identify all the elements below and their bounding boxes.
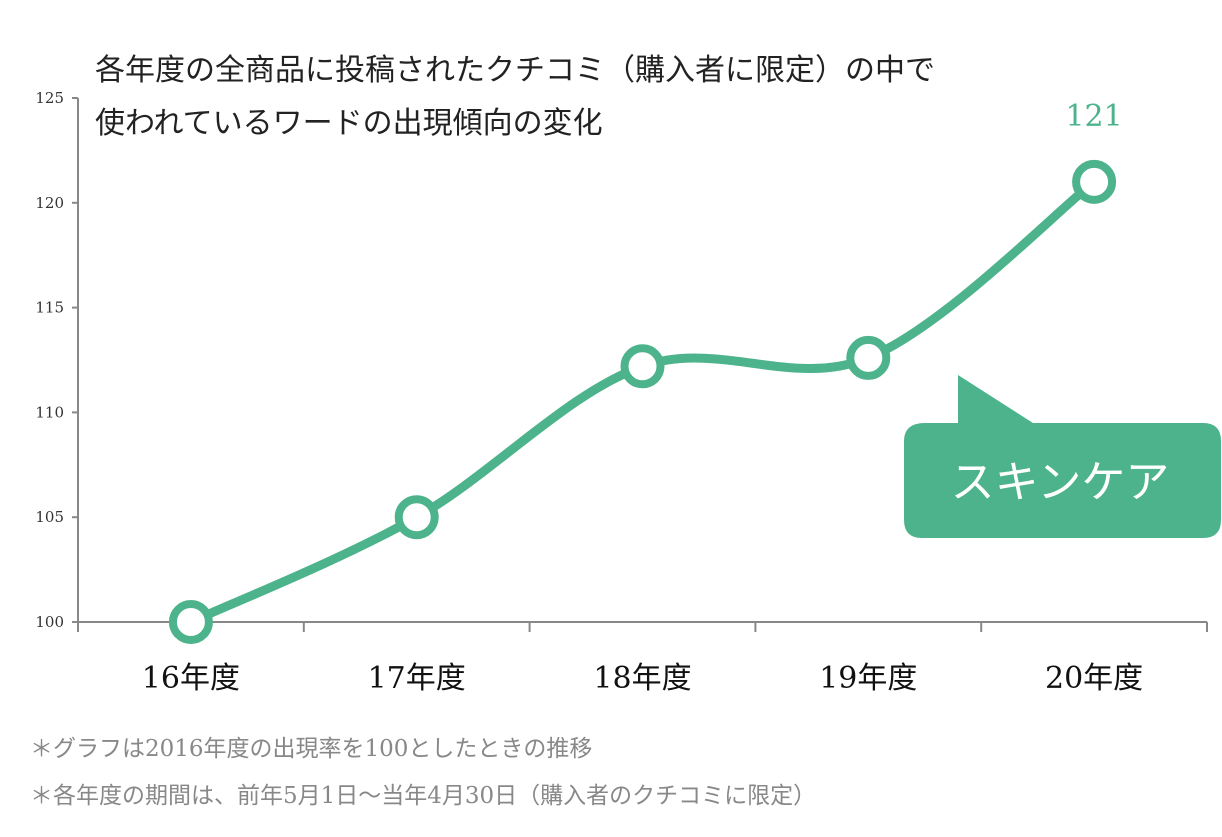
data-point [846, 335, 891, 380]
x-tick-label: 16年度 [142, 661, 240, 696]
series-callout: スキンケア [904, 375, 1221, 538]
data-label-20: 121 [1065, 99, 1122, 134]
footnote-2: ＊各年度の期間は、前年5月1日～当年4月30日（購入者のクチコミに限定） [30, 783, 816, 809]
y-tick-label: 120 [35, 194, 64, 212]
y-tick-label: 105 [35, 508, 64, 526]
x-axis: 16年度 17年度 18年度 19年度 20年度 [77, 621, 1208, 696]
chart-title-line-2: 使われているワードの出現傾向の変化 [95, 106, 603, 141]
chart-title-line-1: 各年度の全商品に投稿されたクチコミ（購入者に限定）の中で [95, 53, 935, 88]
x-tick-label: 18年度 [593, 661, 691, 696]
callout-bubble [904, 375, 1221, 538]
data-point [1072, 159, 1117, 204]
data-point [620, 344, 665, 389]
footnote-1: ＊グラフは2016年度の出現率を100としたときの推移 [30, 736, 592, 762]
y-tick-label: 100 [35, 613, 64, 631]
series-name-label: スキンケア [951, 457, 1170, 508]
x-tick-label: 20年度 [1045, 661, 1143, 696]
x-tick-label: 19年度 [819, 661, 917, 696]
y-tick-label: 115 [35, 299, 64, 317]
data-point [168, 600, 213, 644]
y-tick-label: 110 [35, 403, 64, 421]
data-point [394, 495, 439, 540]
y-axis: 100 105 110 115 120 125 [35, 89, 79, 631]
data-points [168, 159, 1117, 644]
y-tick-label: 125 [35, 89, 64, 107]
x-tick-label: 17年度 [368, 661, 466, 696]
